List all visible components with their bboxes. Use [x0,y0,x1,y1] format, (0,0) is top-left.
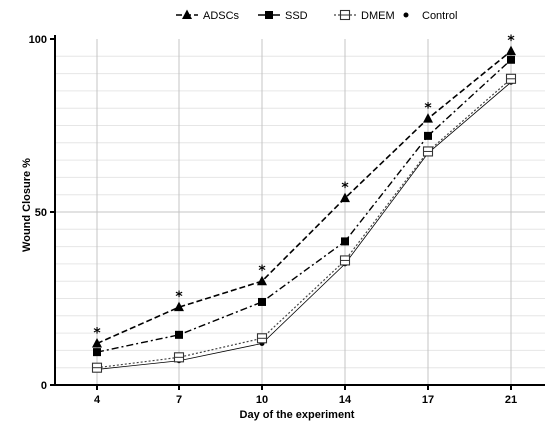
data-point-ssd [93,348,101,357]
series-adscs [92,45,516,348]
series-line-ssd [96,59,512,353]
x-tick-label: 7 [176,394,182,406]
significance-star: * [258,263,266,279]
data-point-ssd [175,330,183,339]
legend-label: DMEM [361,10,395,22]
y-tick-label: 100 [29,34,47,46]
y-tick-label: 0 [41,380,47,392]
grid [55,39,545,385]
series-line-dmem [96,78,512,369]
significance-star: * [93,325,101,341]
significance-layer: * * * * * * [93,33,515,341]
x-tick-label: 17 [422,394,434,406]
series-layer [91,45,517,373]
legend-marker [265,11,273,19]
data-point-ssd [424,131,432,140]
data-point-ssd [341,237,349,246]
legend: ADSCs SSD DMEM Control [176,9,457,22]
legend-label: SSD [285,10,308,22]
data-point-ssd [258,297,266,306]
data-point-adscs [257,275,267,286]
legend-marker [403,12,409,18]
data-point-ssd [507,55,515,64]
axes: 0 50 100 4 7 10 14 17 21 [29,34,545,406]
series-line-control [96,81,512,370]
legend-marker [182,9,192,19]
series-control [94,79,514,372]
x-tick-label: 4 [94,394,101,406]
data-point-adscs [340,192,350,203]
legend-item-ssd: SSD [258,10,308,22]
y-axis-title: Wound Closure % [21,158,33,252]
data-point-adscs [174,301,184,312]
data-point-adscs [506,45,516,56]
series-dmem [91,73,517,373]
significance-star: * [175,289,183,305]
significance-star: * [507,33,515,49]
series-line-adscs [96,50,512,345]
x-tick-label: 14 [339,394,352,406]
x-tick-label: 10 [256,394,268,406]
significance-star: * [341,180,349,196]
x-tick-label: 21 [505,394,517,406]
y-tick-label: 50 [35,207,47,219]
legend-label: Control [422,10,457,22]
series-ssd [93,55,515,357]
legend-item-dmem: DMEM [334,9,395,22]
x-axis-title: Day of the experiment [240,409,355,421]
legend-label: ADSCs [203,10,240,22]
data-point-adscs [92,337,102,348]
data-point-adscs [423,113,433,123]
significance-star: * [424,101,432,117]
legend-item-control: Control [403,10,457,22]
legend-item-adscs: ADSCs [176,9,240,22]
